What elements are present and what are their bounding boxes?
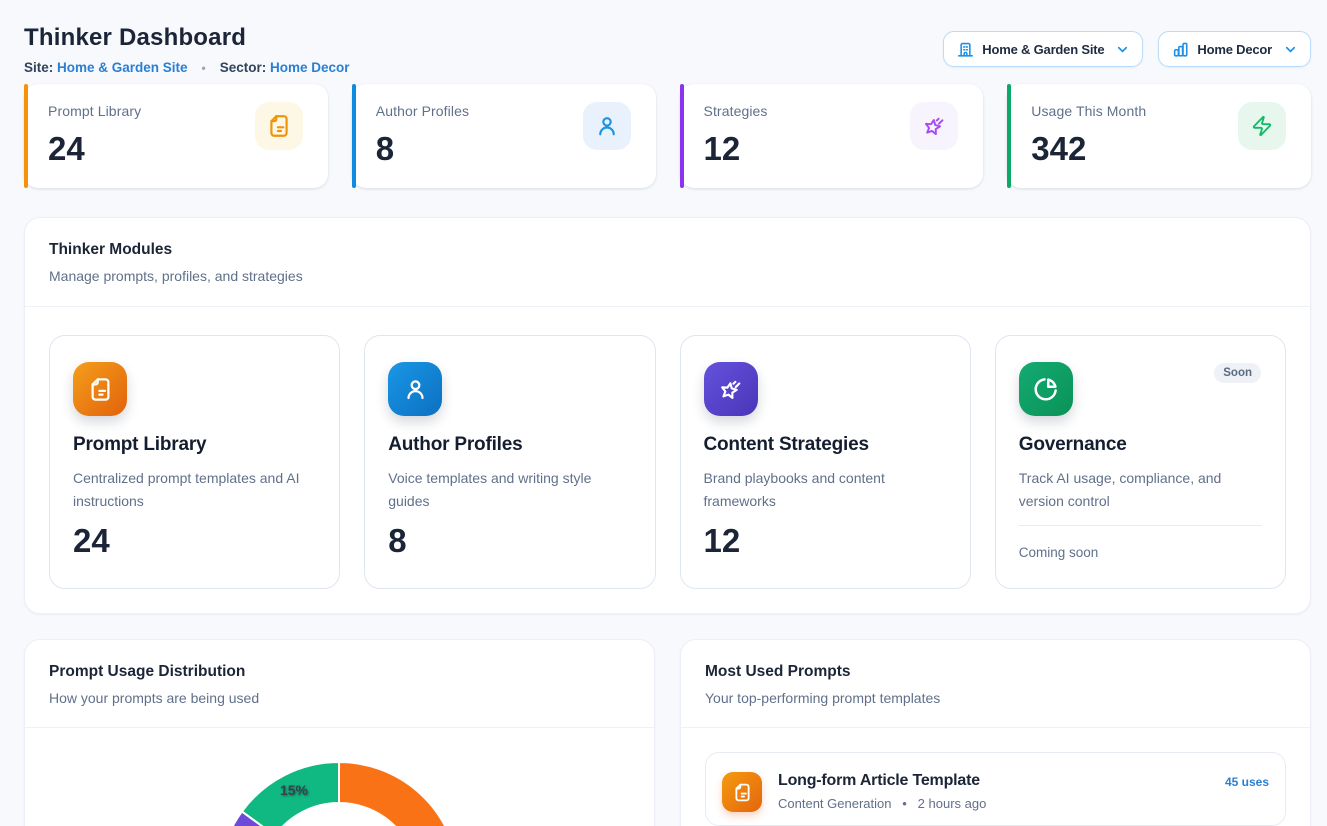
svg-text:15%: 15% [280, 782, 309, 798]
